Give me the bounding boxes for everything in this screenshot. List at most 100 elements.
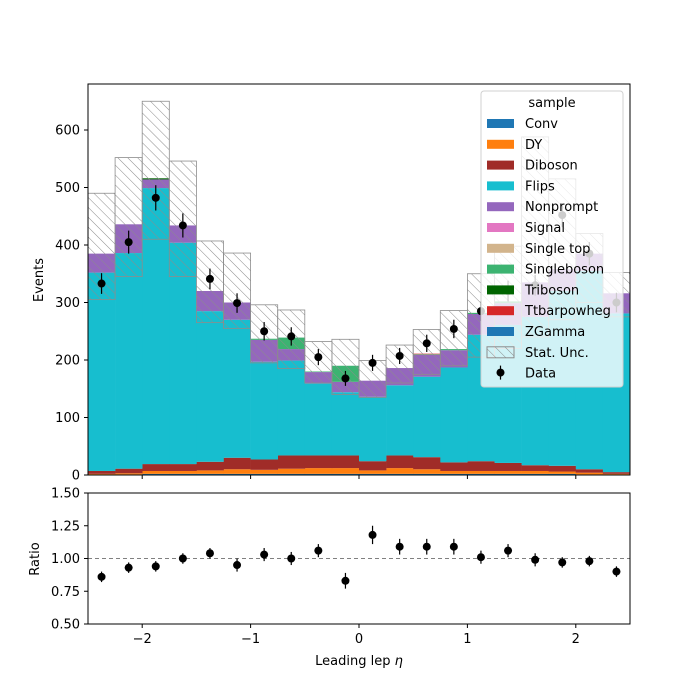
legend-label: DY [525, 138, 542, 153]
bar-diboson [386, 455, 414, 469]
bar-diboson [440, 462, 468, 471]
bar-flips [196, 311, 224, 462]
ratio-point [585, 557, 594, 566]
legend-label: Triboson [524, 283, 579, 298]
ratio-point [260, 550, 269, 559]
bar-flips [88, 272, 116, 471]
legend-swatch-single-top [487, 243, 514, 253]
bar-dy [440, 470, 468, 474]
legend-swatch-ttbarpowheg [487, 306, 514, 316]
bar-dy [142, 470, 170, 474]
bar-diboson [548, 465, 577, 472]
bar-diboson [223, 457, 251, 470]
ratio-point [205, 549, 214, 558]
x-tick-label: −2 [133, 632, 152, 647]
bar-dy [413, 469, 441, 474]
bar-flips [386, 385, 414, 456]
bar-diboson [575, 469, 604, 473]
ratio-plot-frame [87, 492, 631, 625]
y-tick-label: 100 [55, 411, 80, 426]
ratio-point [558, 558, 567, 567]
bar-dy [196, 470, 224, 474]
bar-dy [250, 469, 278, 474]
bar-conv [440, 473, 468, 475]
bar-dy [575, 472, 604, 475]
bar-dy [277, 468, 306, 474]
ratio-point [531, 555, 540, 564]
bar-dy [386, 468, 414, 474]
y-tick-label: 200 [55, 354, 80, 369]
legend-label: Single top [525, 242, 590, 257]
ratio-point [287, 554, 296, 563]
x-tick-label: 0 [355, 632, 363, 647]
data-point [314, 353, 323, 362]
x-axis-label: Leading lep η [315, 654, 403, 669]
bar-conv [169, 473, 197, 475]
y-tick-label: 0 [72, 469, 80, 484]
bar-dy [115, 473, 143, 475]
bar-flips [169, 242, 197, 465]
bar-dy [359, 470, 387, 474]
legend-swatch-diboson [487, 160, 514, 170]
ratio-y-tick-label: 1.50 [51, 487, 80, 502]
stat-unc-bin [331, 338, 360, 395]
ratio-point [233, 561, 242, 570]
bar-diboson [88, 470, 116, 474]
bar-conv [548, 473, 577, 475]
bar-diboson [115, 468, 143, 474]
bar-diboson [142, 464, 170, 471]
ratio-point [612, 567, 621, 576]
bar-flips [304, 383, 333, 456]
legend-swatch-triboson [487, 285, 514, 295]
bar-dy [331, 468, 360, 474]
bar-diboson [250, 459, 278, 470]
legend-swatch-conv [487, 119, 514, 128]
data-point [151, 193, 160, 202]
bar-conv [331, 473, 360, 475]
data-point [178, 221, 187, 230]
legend-label: Singleboson [525, 263, 604, 278]
main-y-axis: 0 100 200 300 400 500 600 [55, 124, 88, 484]
data-point [395, 351, 404, 360]
ratio-y-axis-label: Ratio [28, 542, 43, 575]
legend: sample Conv DY Diboson Flips Nonprompt Signal… [480, 90, 624, 388]
ratio-point [395, 542, 404, 551]
legend-entries: Conv DY Diboson Flips Nonprompt Signal Single … [486, 117, 611, 382]
bar-conv [304, 473, 333, 475]
bar-conv [196, 473, 224, 475]
ratio-point [368, 530, 377, 539]
bar-diboson [359, 461, 387, 471]
bar-diboson [413, 457, 441, 470]
bar-dy [521, 470, 549, 474]
ratio-point [151, 562, 160, 571]
bar-conv [386, 473, 414, 475]
ratio-point [449, 542, 458, 551]
legend-swatch-flips [487, 181, 514, 191]
data-point [368, 358, 377, 367]
bar-conv [467, 473, 495, 475]
ratio-point [422, 542, 431, 551]
bar-dy [169, 470, 197, 474]
data-point [233, 299, 242, 308]
y-tick-label: 500 [55, 181, 80, 196]
legend-label: Signal [525, 221, 565, 236]
bar-diboson [304, 455, 333, 469]
bar-conv [494, 473, 522, 475]
bar-conv [277, 473, 306, 475]
data-point [97, 279, 106, 288]
stat-unc-bin [114, 157, 143, 278]
legend-swatch-stat-unc [486, 346, 515, 359]
bar-diboson [277, 455, 306, 469]
legend-label: Stat. Unc. [525, 346, 589, 361]
bar-dy [88, 473, 116, 475]
data-point [449, 324, 458, 333]
stat-unc-bin [141, 100, 170, 240]
ratio-y-tick-label: 0.75 [51, 585, 80, 600]
legend-label: ZGamma [525, 325, 585, 340]
main-y-axis-label: Events [32, 258, 47, 302]
legend-swatch-data [496, 368, 505, 377]
ratio-plot-panel: 0.50 0.75 1.00 1.25 1.50 −2 −1 0 1 2 Ratio Leadi… [28, 487, 631, 669]
legend-swatch-nonprompt [487, 202, 514, 212]
ratio-y-tick-label: 1.25 [51, 519, 80, 534]
ratio-point [314, 546, 323, 555]
